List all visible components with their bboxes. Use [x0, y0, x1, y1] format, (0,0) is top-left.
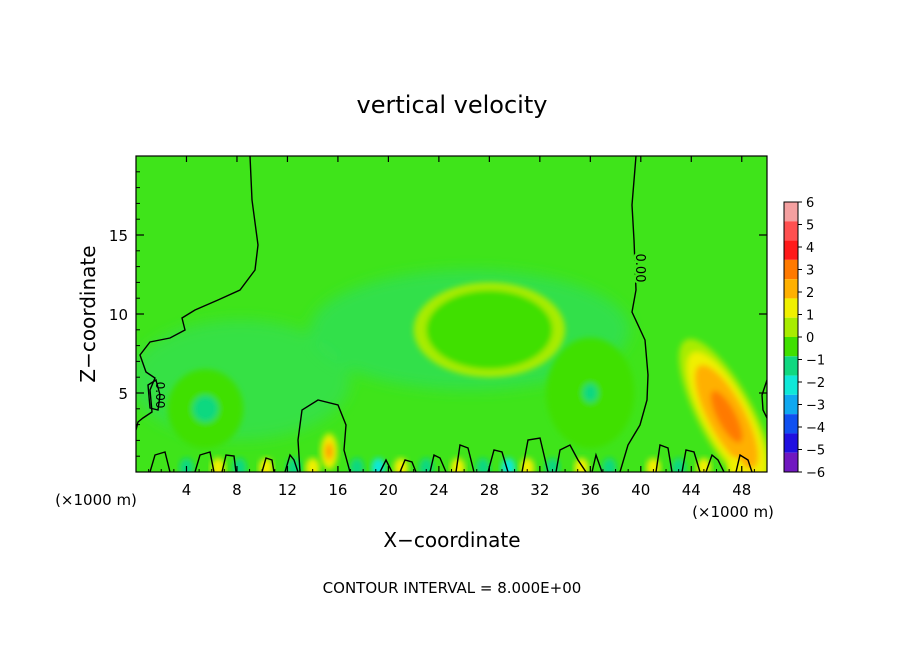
colorbar-swatch: [784, 279, 798, 299]
x-axis-ticks: 4 8 12 16 20 24 28 32 36 40 44 48: [148, 156, 755, 499]
x-tick-label: 20: [379, 481, 398, 499]
colorbar-swatch: [784, 394, 798, 415]
contour-label-left: 0.00: [153, 382, 167, 409]
y-tick-label: 15: [109, 227, 128, 245]
colorbar-swatch: [784, 221, 798, 241]
contour-right-edge: [761, 379, 767, 419]
colorbar-swatch: [784, 433, 798, 453]
surface-downdraft: [602, 458, 617, 472]
colorbar-label: 1: [806, 309, 814, 324]
x-tick-label: 48: [732, 481, 751, 499]
feature-layer: [167, 282, 767, 472]
colorbar-label: −1: [806, 354, 825, 369]
surface-downdraft: [371, 458, 386, 472]
chart-title: vertical velocity: [357, 91, 548, 119]
surface-downdraft: [419, 458, 434, 472]
x-tick-label: 44: [682, 481, 701, 499]
x-tick-label: 8: [232, 481, 242, 499]
colorbar-label: −4: [806, 421, 825, 436]
y-axis-label: Z−coordinate: [76, 245, 100, 382]
x-axis-label: X−coordinate: [383, 528, 520, 552]
surface-updraft: [574, 458, 589, 472]
feature-shell: [476, 321, 502, 338]
surface-downdraft: [476, 458, 491, 472]
colorbar-label: 6: [806, 196, 814, 211]
y-tick-label: 10: [109, 306, 128, 324]
colorbar-swatch: [784, 298, 798, 318]
colorbar-label: 2: [806, 286, 814, 301]
x-tick-label: 24: [429, 481, 448, 499]
feature-shell: [327, 448, 331, 455]
contour-left: [136, 156, 259, 431]
colorbar-swatch: [784, 240, 798, 260]
surface-downdraft: [179, 458, 194, 472]
feature-shell: [718, 403, 735, 430]
feature-shell: [582, 383, 598, 403]
colorbar-label: 4: [806, 241, 814, 256]
colorbar-swatch: [784, 202, 798, 222]
colorbar-label: −5: [806, 444, 825, 459]
surface-downdraft: [501, 458, 516, 472]
y-tick-label: 5: [118, 385, 128, 403]
surface-downdraft: [349, 458, 364, 472]
x-tick-label: 40: [631, 481, 650, 499]
feature-shell: [199, 402, 212, 416]
x-tick-label: 4: [182, 481, 192, 499]
colorbar-swatch: [784, 259, 798, 280]
feature-downdraft: [167, 369, 244, 449]
contour-interval-note: CONTOUR INTERVAL = 8.000E+00: [323, 579, 582, 597]
x-unit-right: (×1000 m): [692, 503, 774, 521]
colorbar-label: −3: [806, 399, 825, 414]
zero-contours: [136, 156, 767, 472]
surface-updraft: [450, 458, 465, 472]
surface-updraft: [211, 458, 226, 472]
colorbar-swatch: [784, 337, 798, 357]
x-tick-label: 28: [480, 481, 499, 499]
surface-updraft: [305, 458, 320, 472]
y-axis-ticks: 5 10 15: [109, 171, 767, 457]
feature-downdraft: [546, 337, 635, 449]
colorbar-label: −6: [806, 466, 825, 481]
colorbar-swatch: [784, 375, 798, 395]
contour-left-loop: [147, 378, 161, 411]
x-tick-label: 32: [530, 481, 549, 499]
surface-updraft: [258, 458, 273, 472]
surface-updraft: [728, 458, 743, 472]
contour-middle-blob: [297, 399, 351, 472]
colorbar-swatch: [784, 452, 798, 472]
colorbar-label: −2: [806, 376, 825, 391]
x-tick-label: 12: [278, 481, 297, 499]
contour-label: 0.00: [632, 254, 647, 283]
colorbar-label: 5: [806, 219, 814, 234]
contour-right: [619, 156, 649, 472]
colorbar-swatch: [784, 317, 798, 337]
colorbar-swatch: [784, 414, 798, 434]
colorbar-label: 0: [806, 331, 814, 346]
colorbar-label: 3: [806, 264, 814, 279]
feature-updraft: [679, 338, 767, 472]
colorbar: 6 5 4 3 2 1 0 −1 −2 −3 −4 −5 −6: [783, 196, 825, 481]
feature-downdraft: [413, 282, 566, 378]
x-tick-label: 36: [581, 481, 600, 499]
colorbar-swatch: [784, 356, 798, 376]
feature-updraft: [320, 432, 338, 471]
contour-surface: [149, 437, 753, 472]
x-unit-left: (×1000 m): [55, 491, 137, 509]
plot-area: 0.00 0.00: [136, 156, 767, 472]
x-tick-label: 16: [328, 481, 347, 499]
